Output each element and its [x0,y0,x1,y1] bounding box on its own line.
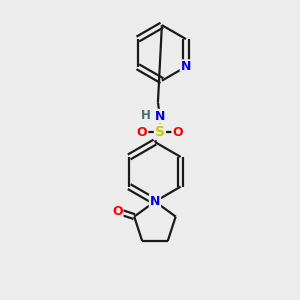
Text: N: N [155,110,165,123]
Text: N: N [181,60,191,73]
Text: N: N [150,195,160,208]
Text: S: S [155,125,165,139]
Text: O: O [112,205,123,218]
Text: O: O [172,126,183,139]
Text: H: H [141,109,151,122]
Text: O: O [137,126,147,139]
